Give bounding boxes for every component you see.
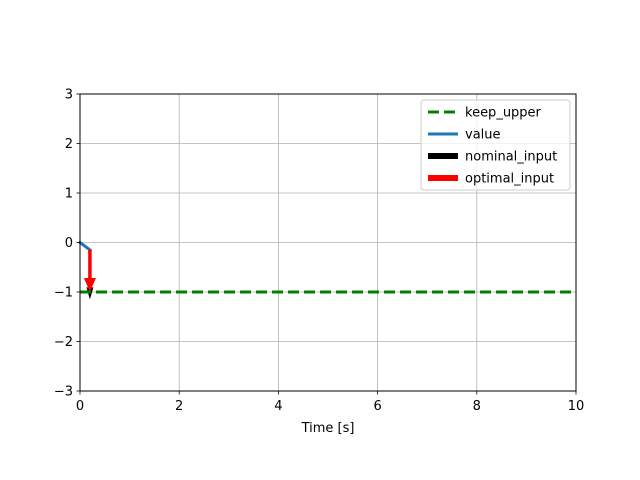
legend-box xyxy=(420,99,571,191)
legend-label: nominal_input xyxy=(465,150,557,165)
x-tick-label: 8 xyxy=(473,399,481,414)
legend-label: keep_upper xyxy=(465,106,542,121)
ticks: 0 2 4 6 8 10 −3 −2 −1 0 1 2 3 xyxy=(54,88,584,415)
y-tick-label: 0 xyxy=(65,236,73,251)
y-tick-label: −3 xyxy=(54,385,73,400)
x-tick-label: 0 xyxy=(76,399,84,414)
y-tick-label: −1 xyxy=(54,286,73,301)
y-tick-label: 3 xyxy=(65,88,73,103)
series-line-value xyxy=(77,240,93,253)
y-tick-label: 2 xyxy=(65,137,73,152)
series-arrow-optimal-input xyxy=(83,249,96,292)
x-tick-label: 6 xyxy=(373,399,381,414)
x-tick-label: 10 xyxy=(568,399,585,414)
x-axis-label: Time [s] xyxy=(301,421,355,436)
series-layer xyxy=(77,240,576,300)
x-tick-label: 2 xyxy=(175,399,183,414)
y-tick-label: 1 xyxy=(65,187,73,202)
legend-label: value xyxy=(465,128,501,143)
x-tick-label: 4 xyxy=(274,399,282,414)
legend-label: optimal_input xyxy=(465,172,554,187)
y-tick-label: −2 xyxy=(54,335,73,350)
series-arrow-optimal-input-head xyxy=(83,278,96,292)
